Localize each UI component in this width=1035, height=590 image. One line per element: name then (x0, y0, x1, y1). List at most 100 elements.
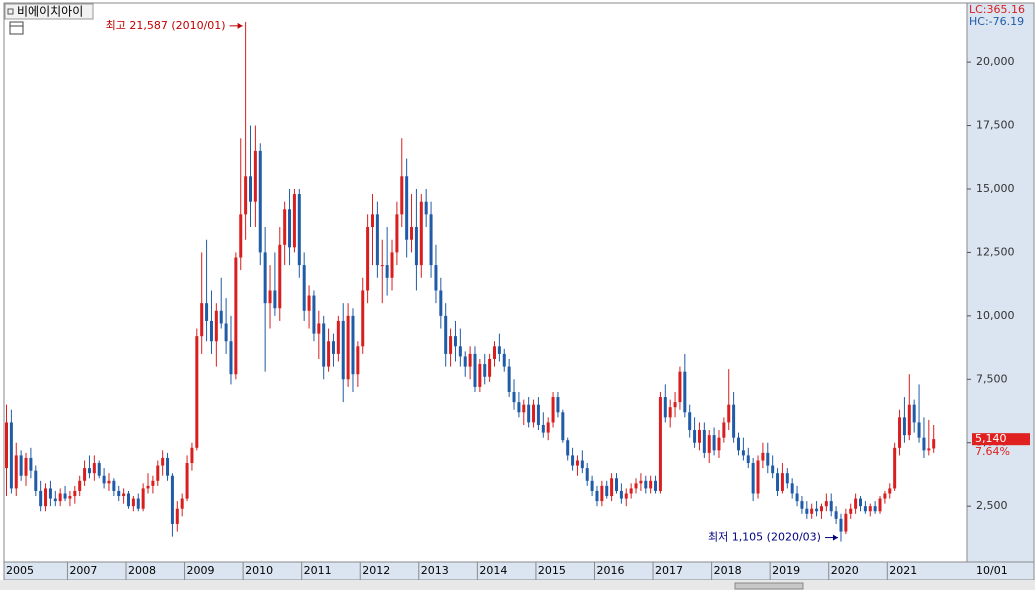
candle-body (839, 518, 843, 532)
candle-body (107, 480, 111, 484)
candle-body (683, 371, 687, 413)
candle-body (102, 475, 106, 484)
high-annotation: 최고 21,587 (2010/01) (106, 19, 226, 32)
low-annotation: 최저 1,105 (2020/03) (708, 531, 821, 544)
candle-body (595, 490, 599, 502)
x-tick-label: 2020 (831, 564, 859, 577)
candle-body (649, 480, 653, 489)
candle-body (561, 412, 565, 441)
candle-body (912, 404, 916, 423)
candle-body (810, 508, 814, 514)
candle-body (488, 358, 492, 377)
candle-body (746, 455, 750, 464)
candle-body (463, 356, 467, 367)
candle-body (834, 511, 838, 519)
candle-body (34, 470, 38, 491)
candle-body (580, 460, 584, 469)
candle-body (527, 404, 531, 423)
candle-body (566, 440, 570, 456)
candle-body (849, 508, 853, 514)
candle-body (244, 176, 248, 215)
candle-body (717, 437, 721, 451)
candle-body (195, 336, 199, 448)
candle-body (493, 346, 496, 359)
candle-body (741, 450, 745, 456)
candle-body (776, 473, 780, 491)
candle-body (473, 353, 477, 387)
x-tick-label: 2010 (245, 564, 273, 577)
candle-body (439, 290, 443, 316)
candle-body (351, 315, 355, 375)
candle-body (44, 488, 48, 507)
candle-body (805, 508, 809, 514)
candle-body (5, 422, 8, 469)
candle-body (893, 447, 897, 489)
candle-body (151, 480, 155, 486)
candle-body (375, 214, 379, 266)
candle-body (288, 209, 292, 248)
candle-body (380, 265, 384, 267)
candle-body (478, 364, 482, 387)
candle-body (83, 468, 87, 481)
candle-body (624, 493, 628, 499)
candle-body (795, 493, 799, 502)
x-tick-label: 2019 (772, 564, 800, 577)
candle-body (434, 265, 438, 291)
candle-body (131, 498, 135, 507)
candle-body (444, 315, 448, 354)
candle-body (92, 463, 96, 474)
scroll-thumb[interactable] (734, 582, 804, 590)
candle-body (458, 346, 462, 357)
candle-body (453, 336, 457, 347)
candle-body (14, 455, 18, 489)
candle-body (283, 209, 287, 245)
candle-body (122, 493, 126, 497)
y-tick-label: 12,500 (976, 245, 1015, 258)
title-box (4, 3, 94, 20)
candle-body (180, 498, 184, 509)
candle-body (424, 201, 428, 215)
candle-body (322, 323, 326, 367)
candle-body (590, 480, 594, 491)
candle-body (29, 457, 33, 471)
chart-title: 비에이치아이 (17, 5, 83, 19)
candle-body (156, 465, 160, 481)
candle-body (410, 227, 414, 240)
last-price-box (972, 433, 1030, 446)
candle-body (512, 391, 516, 403)
candle-body (863, 506, 867, 512)
candle-body (829, 501, 833, 512)
candle-body (175, 508, 179, 524)
candle-body (9, 422, 13, 489)
candle-body (429, 214, 433, 266)
candle-body (200, 303, 204, 337)
candle-body (824, 501, 828, 507)
candle-body (317, 323, 321, 334)
candle-body (53, 498, 57, 502)
x-tick-label: 2018 (714, 564, 742, 577)
candle-body (502, 353, 506, 367)
scrollbar[interactable] (0, 580, 1035, 590)
candle-body (639, 480, 643, 484)
table-icon[interactable] (9, 21, 24, 35)
x-tick-label: 2016 (596, 564, 624, 577)
candle-body (414, 227, 418, 266)
candle-body (888, 488, 892, 494)
candle-body (146, 485, 150, 489)
candle-body (556, 397, 560, 413)
candle-body (668, 407, 672, 418)
candle-body (239, 214, 243, 258)
candle-body (127, 493, 130, 507)
candle-body (732, 404, 736, 438)
candle-body (619, 490, 623, 499)
candle-body (268, 290, 272, 304)
candle-body (346, 315, 350, 380)
candle-body (78, 480, 82, 491)
x-tick-label: 2011 (304, 564, 332, 577)
candle-body (922, 437, 926, 451)
candle-body (73, 490, 77, 497)
candle-body (336, 320, 340, 354)
candle-body (63, 493, 67, 499)
candle-body (302, 265, 306, 311)
date-label: 10/01 (976, 564, 1008, 577)
